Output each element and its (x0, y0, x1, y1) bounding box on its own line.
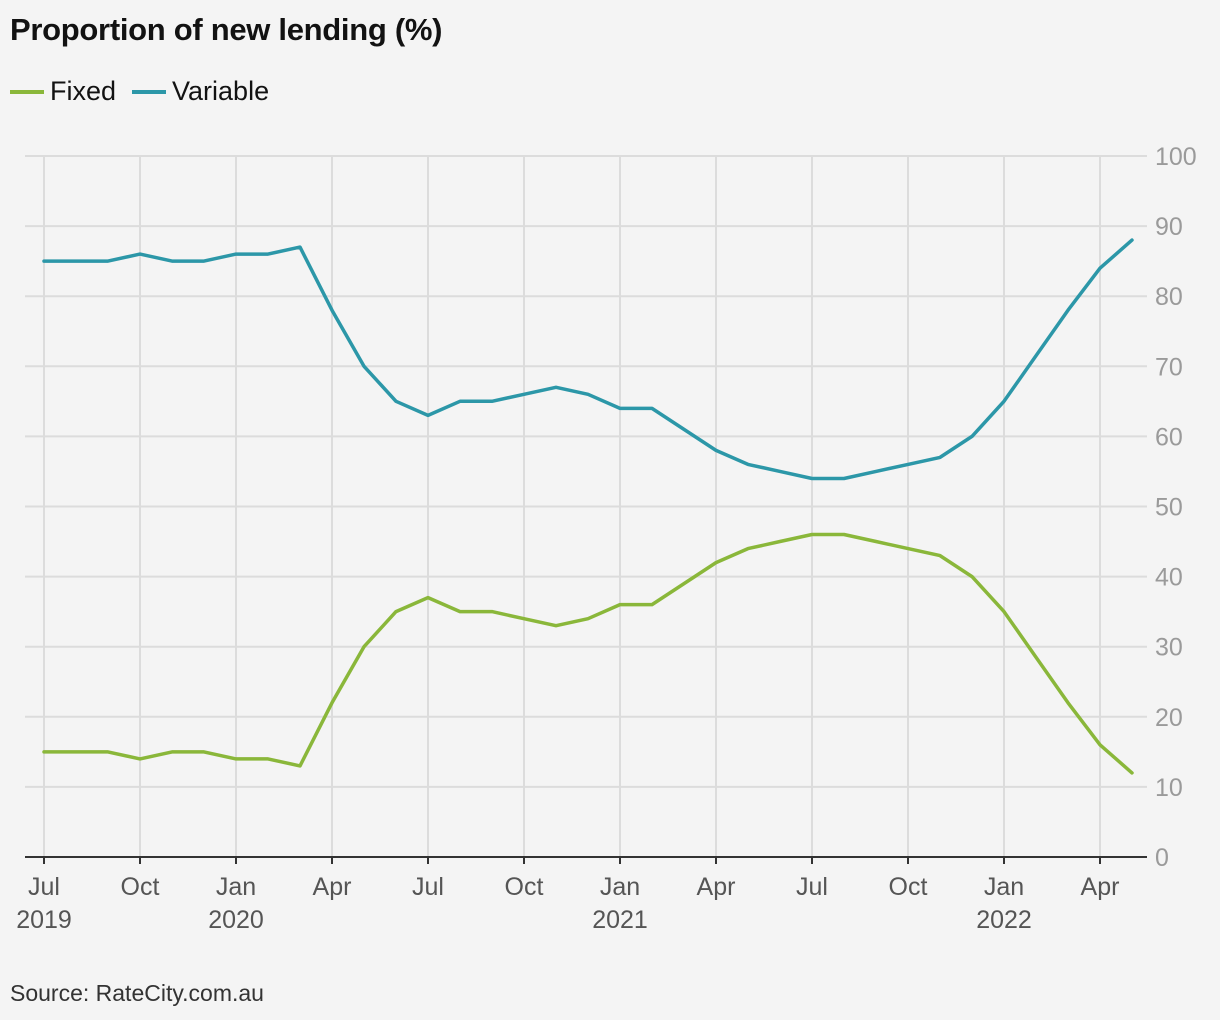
y-tick-label: 70 (1155, 353, 1183, 381)
legend: Fixed Variable (10, 76, 285, 107)
legend-label-fixed: Fixed (50, 76, 117, 106)
x-tick-label: Jan (216, 873, 256, 901)
y-tick-label: 20 (1155, 704, 1183, 732)
chart-title: Proportion of new lending (%) (10, 12, 443, 47)
series-line-fixed (42, 532, 1134, 775)
series-line-variable (42, 238, 1134, 481)
x-tick-year-label: 2022 (976, 906, 1032, 934)
x-tick-label: Oct (505, 873, 544, 901)
legend-swatch-variable (132, 89, 167, 94)
x-tick-label: Oct (889, 873, 928, 901)
x-tick-label: Apr (1081, 873, 1120, 901)
y-tick-label: 90 (1155, 213, 1183, 241)
y-tick-label: 50 (1155, 494, 1183, 522)
y-tick-label: 30 (1155, 634, 1183, 662)
x-tick-label: Jul (28, 873, 60, 901)
x-tick-label: Apr (313, 873, 352, 901)
x-tick-label: Apr (697, 873, 736, 901)
y-tick-label: 100 (1155, 143, 1197, 171)
legend-item-variable: Variable (132, 76, 269, 107)
y-tick-label: 40 (1155, 564, 1183, 592)
x-tick-label: Jul (796, 873, 828, 901)
x-tick-label: Jan (600, 873, 640, 901)
legend-item-fixed: Fixed (10, 76, 116, 107)
x-tick-year-label: 2019 (16, 906, 72, 934)
x-tick-label: Oct (121, 873, 160, 901)
y-tick-label: 60 (1155, 423, 1183, 451)
legend-label-variable: Variable (172, 76, 270, 106)
y-tick-label: 80 (1155, 283, 1183, 311)
y-tick-label: 10 (1155, 774, 1183, 802)
legend-swatch-fixed (10, 89, 44, 94)
x-tick-label: Jul (412, 873, 444, 901)
x-tick-label: Jan (984, 873, 1024, 901)
x-tick-year-label: 2020 (208, 906, 264, 934)
source-note: Source: RateCity.com.au (10, 980, 264, 1006)
y-tick-label: 0 (1155, 844, 1169, 872)
x-tick-year-label: 2021 (592, 906, 648, 934)
